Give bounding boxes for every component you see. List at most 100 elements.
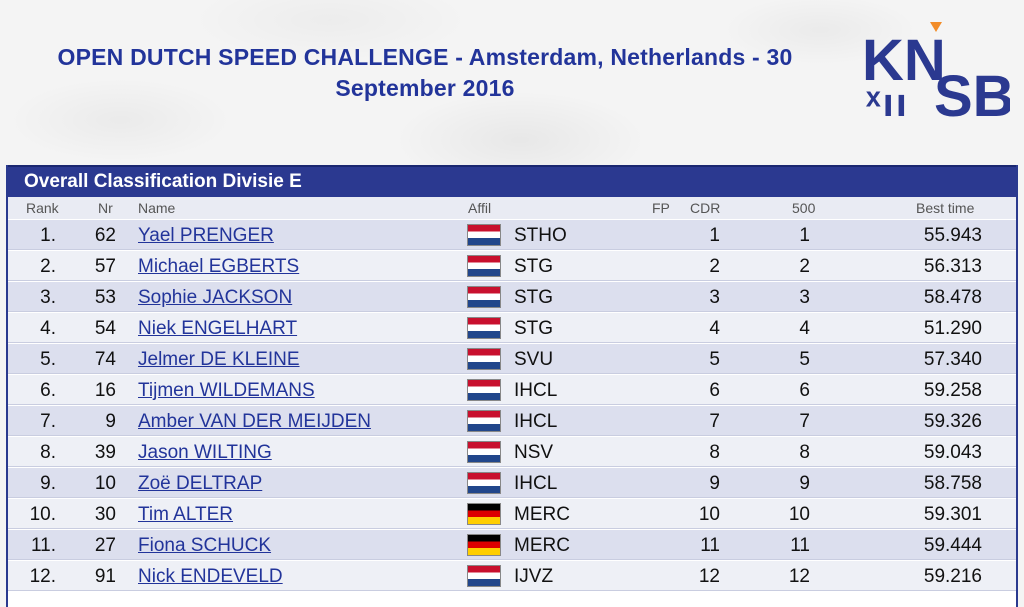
nr-cell: 16 xyxy=(94,380,116,401)
netherlands-flag-icon xyxy=(468,473,500,493)
nr-cell: 62 xyxy=(94,225,116,246)
skater-name-link[interactable]: Fiona SCHUCK xyxy=(138,535,272,556)
table-row: 10. 30 Tim ALTER MERC 10 10 59.301 xyxy=(8,499,1016,529)
logo-text-top: KN xyxy=(862,28,946,93)
table-row: 3. 53 Sophie JACKSON STG 3 3 58.478 xyxy=(8,282,1016,312)
nr-cell: 54 xyxy=(94,318,116,339)
rank-cell: 10. xyxy=(29,504,56,525)
skater-name-link[interactable]: Amber VAN DER MEIJDEN xyxy=(138,411,371,432)
classification-panel: Overall Classification Divisie E Rank Nr… xyxy=(6,165,1018,607)
best-time-cell: 58.478 xyxy=(923,287,982,308)
netherlands-flag-icon xyxy=(468,380,500,400)
rank-500-cell: 2 xyxy=(799,256,810,277)
cdr-cell: 11 xyxy=(700,535,720,556)
table-row: 1. 62 Yael PRENGER STHO 1 1 55.943 xyxy=(8,220,1016,250)
skater-name-link[interactable]: Zoë DELTRAP xyxy=(138,473,263,494)
rank-cell: 7. xyxy=(40,411,56,432)
logo-accent-icon xyxy=(930,22,942,32)
best-time-cell: 59.258 xyxy=(923,380,982,401)
col-rank: Rank xyxy=(26,200,59,216)
cdr-cell: 2 xyxy=(709,256,720,277)
col-best-time: Best time xyxy=(916,200,975,216)
rank-500-cell: 12 xyxy=(788,566,810,587)
cdr-cell: 9 xyxy=(709,473,720,494)
rank-500-cell: 1 xyxy=(799,225,810,246)
table-row: 4. 54 Niek ENGELHART STG 4 4 51.290 xyxy=(8,313,1016,343)
skater-name-link[interactable]: Tijmen WILDEMANS xyxy=(138,380,315,401)
rank-cell: 3. xyxy=(40,287,56,308)
rank-cell: 1. xyxy=(40,225,56,246)
panel-title: Overall Classification Divisie E xyxy=(8,165,1016,197)
skater-name-link[interactable]: Sophie JACKSON xyxy=(138,287,293,308)
rank-500-cell: 5 xyxy=(799,349,810,370)
skater-name-link[interactable]: Nick ENDEVELD xyxy=(138,566,283,587)
netherlands-flag-icon xyxy=(468,442,500,462)
skater-name-link[interactable]: Tim ALTER xyxy=(138,504,234,525)
rank-cell: 6. xyxy=(40,380,56,401)
column-header-row: Rank Nr Name Affil FP CDR 500 Best time xyxy=(8,197,1016,219)
rank-500-cell: 9 xyxy=(799,473,810,494)
cdr-cell: 10 xyxy=(698,504,720,525)
logo-text-bottom: SB xyxy=(934,64,1010,123)
col-500: 500 xyxy=(792,200,816,216)
affil-cell: MERC xyxy=(514,504,570,525)
nr-cell: 9 xyxy=(105,411,116,432)
skater-name-link[interactable]: Niek ENGELHART xyxy=(138,318,298,339)
affil-cell: NSV xyxy=(514,442,554,463)
cdr-cell: 3 xyxy=(709,287,720,308)
cdr-cell: 6 xyxy=(709,380,720,401)
nr-cell: 30 xyxy=(94,504,116,525)
netherlands-flag-icon xyxy=(468,318,500,338)
cdr-cell: 7 xyxy=(709,411,720,432)
table-row: 9. 10 Zoë DELTRAP IHCL 9 9 58.758 xyxy=(8,468,1016,498)
best-time-cell: 59.326 xyxy=(923,411,982,432)
rank-cell: 5. xyxy=(40,349,56,370)
best-time-cell: 59.216 xyxy=(923,566,982,587)
skater-name-link[interactable]: Jelmer DE KLEINE xyxy=(138,349,300,370)
netherlands-flag-icon xyxy=(468,411,500,431)
cdr-cell: 4 xyxy=(709,318,720,339)
nr-cell: 39 xyxy=(94,442,116,463)
rank-cell: 12. xyxy=(29,566,56,587)
skater-name-link[interactable]: Jason WILTING xyxy=(138,442,272,463)
rank-cell: 2. xyxy=(40,256,56,277)
netherlands-flag-icon xyxy=(468,256,500,276)
best-time-cell: 59.301 xyxy=(923,504,982,525)
col-nr: Nr xyxy=(98,200,113,216)
rank-cell: 8. xyxy=(40,442,56,463)
col-cdr: CDR xyxy=(690,200,721,216)
nr-cell: 53 xyxy=(94,287,116,308)
table-row: 7. 9 Amber VAN DER MEIJDEN IHCL 7 7 59.326 xyxy=(8,406,1016,436)
best-time-cell: 57.340 xyxy=(923,349,982,370)
cdr-cell: 8 xyxy=(709,442,720,463)
affil-cell: IHCL xyxy=(514,411,558,432)
skater-name-link[interactable]: Michael EGBERTS xyxy=(138,256,300,277)
germany-flag-icon xyxy=(468,504,500,524)
title-line-2: September 2016 xyxy=(335,75,515,101)
rank-500-cell: 4 xyxy=(799,318,810,339)
affil-cell: STHO xyxy=(514,225,567,246)
rank-500-cell: 7 xyxy=(799,411,810,432)
best-time-cell: 55.943 xyxy=(923,225,982,246)
knsb-logo: KN ˣıı SB xyxy=(862,22,1010,123)
skater-name-link[interactable]: Yael PRENGER xyxy=(138,225,274,246)
rank-cell: 4. xyxy=(40,318,56,339)
background-texture xyxy=(0,0,1024,170)
best-time-cell: 59.043 xyxy=(923,442,982,463)
best-time-cell: 58.758 xyxy=(923,473,982,494)
col-fp: FP xyxy=(652,200,670,216)
affil-cell: IJVZ xyxy=(514,566,554,587)
nr-cell: 27 xyxy=(94,535,116,556)
affil-cell: SVU xyxy=(514,349,554,370)
rank-500-cell: 8 xyxy=(799,442,810,463)
table-row: 12. 91 Nick ENDEVELD IJVZ 12 12 59.216 xyxy=(8,561,1016,591)
affil-cell: IHCL xyxy=(514,380,558,401)
page-title: OPEN DUTCH SPEED CHALLENGE - Amsterdam, … xyxy=(0,42,850,104)
netherlands-flag-icon xyxy=(468,225,500,245)
rank-500-cell: 6 xyxy=(799,380,810,401)
rank-cell: 9. xyxy=(40,473,56,494)
table-row: 8. 39 Jason WILTING NSV 8 8 59.043 xyxy=(8,437,1016,467)
col-affil: Affil xyxy=(468,200,492,216)
cdr-cell: 12 xyxy=(698,566,720,587)
cdr-cell: 5 xyxy=(709,349,720,370)
